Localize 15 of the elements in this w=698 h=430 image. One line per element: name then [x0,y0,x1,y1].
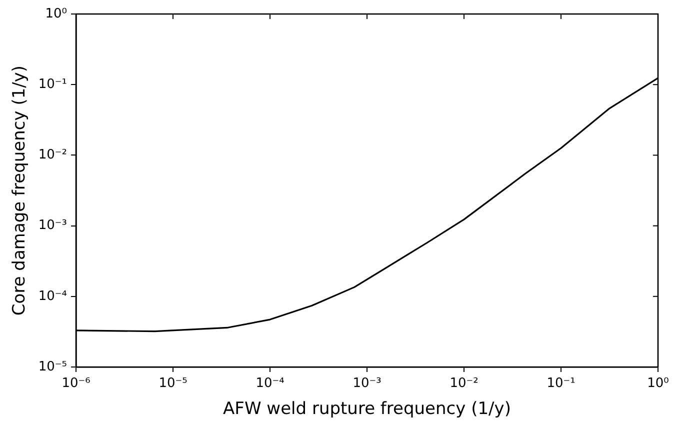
x-tick-label: 10⁻² [450,376,478,392]
x-tick-label: 10⁻³ [352,376,382,392]
y-tick-label: 10⁻⁵ [38,359,68,374]
x-tick-label: 10⁻⁵ [158,376,188,392]
y-tick-label: 10⁻¹ [38,76,68,92]
y-tick-label: 10⁰ [45,6,68,22]
x-tick-label: 10⁻⁶ [62,376,90,392]
x-tick-label: 10⁻⁴ [256,376,284,392]
y-tick-label: 10⁻⁴ [38,288,68,304]
y-tick-label: 10⁻² [38,148,68,163]
y-tick-label: 10⁻³ [38,218,68,234]
y-axis-title: Core damage frequency (1/y) [10,65,30,316]
x-tick-label: 10⁰ [647,376,669,392]
x-axis-title: AFW weld rupture frequency (1/y) [223,399,511,420]
x-tick-label: 10⁻¹ [546,376,576,392]
